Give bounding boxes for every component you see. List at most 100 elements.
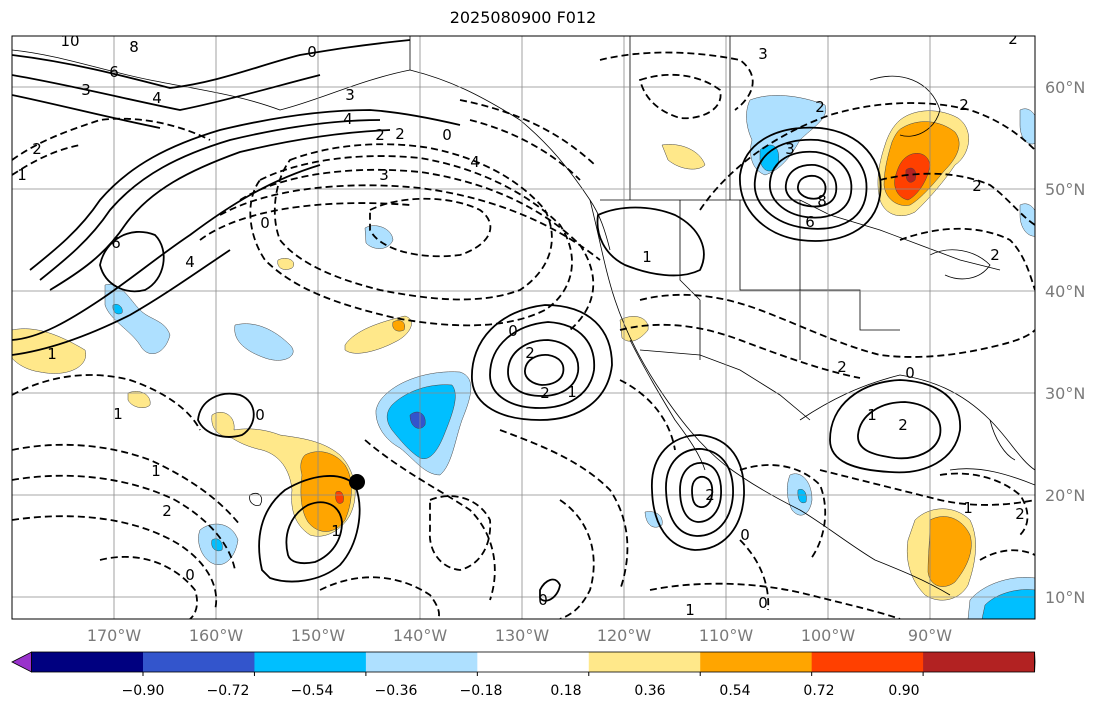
- contour-label: 1: [867, 406, 877, 424]
- contour-label: 0: [307, 43, 317, 61]
- contour-label: 2: [705, 486, 715, 504]
- contour-label: 0: [905, 364, 915, 382]
- contour-solid: [12, 94, 161, 129]
- state-line-2: [739, 200, 801, 360]
- contour-solid: [507, 339, 580, 397]
- shade-positive-ca-mid: [927, 516, 972, 587]
- contour-solid: [665, 448, 734, 537]
- contour-label: 0: [508, 322, 518, 340]
- contour-label: 1: [17, 166, 27, 184]
- shade-negative-hawaii-core: [409, 411, 426, 429]
- contour-dashed: [499, 429, 629, 591]
- shade-negative-mid2: [364, 225, 394, 249]
- colorbar-tick-label: 0.54: [719, 683, 751, 699]
- contour-dashed: [619, 379, 676, 451]
- shade-positive-mid-core: [392, 320, 405, 332]
- lon-label: 120°W: [596, 626, 652, 645]
- contour-label: 3: [758, 45, 768, 63]
- contour-label: 0: [740, 526, 750, 544]
- contour-dashed: [699, 102, 1035, 211]
- contour-label: 4: [343, 110, 353, 128]
- shade-negative-mid: [234, 323, 294, 361]
- contour-solid: [12, 39, 411, 89]
- hudson-bay: [869, 75, 941, 137]
- lon-label: 150°W: [290, 626, 346, 645]
- contour-label: 2: [32, 140, 42, 158]
- colorbar-tick-label: −0.72: [206, 683, 250, 699]
- contour-solid: [12, 74, 321, 111]
- shade-positive-hawaii-mid: [300, 451, 352, 532]
- lat-label: 30°N: [1045, 384, 1086, 403]
- contour-dashed: [199, 202, 411, 241]
- contour-label: 2: [395, 125, 405, 143]
- contour-label: 2: [898, 416, 908, 434]
- contour-dashed: [979, 549, 1035, 561]
- shade-negative-west: [104, 283, 171, 354]
- lat-label: 60°N: [1045, 78, 1086, 97]
- contour-solid: [784, 164, 838, 208]
- contour-dashed: [12, 117, 211, 161]
- contour-label: 3: [81, 81, 91, 99]
- shade-negative-ep-core: [797, 489, 807, 504]
- contour-solid: [489, 321, 596, 409]
- contour-label: 1: [331, 522, 341, 540]
- contour-layer: [12, 39, 961, 602]
- contour-solid: [679, 462, 722, 523]
- contour-dashed: [319, 576, 440, 619]
- contour-label: 4: [470, 153, 480, 171]
- shade-positive-hawaii-core: [335, 491, 344, 504]
- contour-dashed: [619, 323, 861, 379]
- contour-label: 0: [185, 566, 195, 584]
- lon-label: 170°W: [86, 626, 142, 645]
- shade-negative-west-core: [112, 304, 123, 315]
- coastline-layer: [12, 36, 1035, 596]
- contour-solid: [829, 379, 961, 474]
- contour-solid: [12, 249, 231, 356]
- lat-label: 10°N: [1045, 588, 1086, 607]
- contour-dashed: [364, 439, 496, 601]
- colorbar-tick-label: −0.18: [459, 683, 503, 699]
- contour-dashed: [469, 119, 581, 181]
- contour-label: 1: [113, 405, 123, 423]
- contour-label: 1: [567, 383, 577, 401]
- contour-solid: [769, 150, 853, 219]
- map-frame: [11, 35, 1036, 620]
- contour-dashed: [219, 184, 601, 261]
- lat-label: 50°N: [1045, 180, 1086, 199]
- colorbar-tick-label: 0.90: [888, 683, 920, 699]
- contour-label-layer: 10 8 6 4 3 0 3 4 2 2 0 4 3 3 2 8 6 2 1 0…: [17, 36, 1025, 619]
- contour-dashed: [819, 469, 1035, 506]
- contour-label: 1: [47, 345, 57, 363]
- shade-positive-tiny: [277, 258, 294, 270]
- colorbar-tick-label: 0.18: [550, 683, 582, 699]
- contour-label: 4: [185, 253, 195, 271]
- contour-solid: [857, 401, 942, 460]
- contour-label: 3: [345, 86, 355, 104]
- contour-label: 0: [260, 214, 270, 232]
- contour-dashed: [599, 51, 754, 111]
- shade-positive-ep2: [661, 144, 706, 170]
- contour-dashed: [239, 168, 595, 331]
- contour-label: 6: [805, 213, 815, 231]
- contour-layer-dashed: [12, 51, 1035, 619]
- contour-dashed: [739, 464, 827, 561]
- state-line-1: [679, 200, 701, 360]
- contour-solid: [753, 138, 868, 230]
- contour-dashed: [273, 143, 553, 301]
- contour-dashed: [459, 99, 596, 166]
- contour-solid: [197, 392, 255, 438]
- contour-solid: [29, 109, 461, 271]
- contour-label: 0: [442, 126, 452, 144]
- storm-position-marker: [349, 474, 365, 490]
- contour-solid: [739, 126, 882, 242]
- alaska-coast: [12, 49, 611, 251]
- contour-label: 2: [525, 344, 535, 362]
- colorbar-tick-label: 0.72: [803, 683, 835, 699]
- contour-label: 2: [815, 98, 825, 116]
- contour-label: 3: [785, 140, 795, 158]
- shade-positive-canada-center: [905, 167, 916, 183]
- florida: [989, 419, 1016, 461]
- shade-negative-ne2: [1019, 203, 1035, 237]
- contour-solid: [539, 578, 561, 602]
- shade-negative-canada-core: [759, 144, 780, 172]
